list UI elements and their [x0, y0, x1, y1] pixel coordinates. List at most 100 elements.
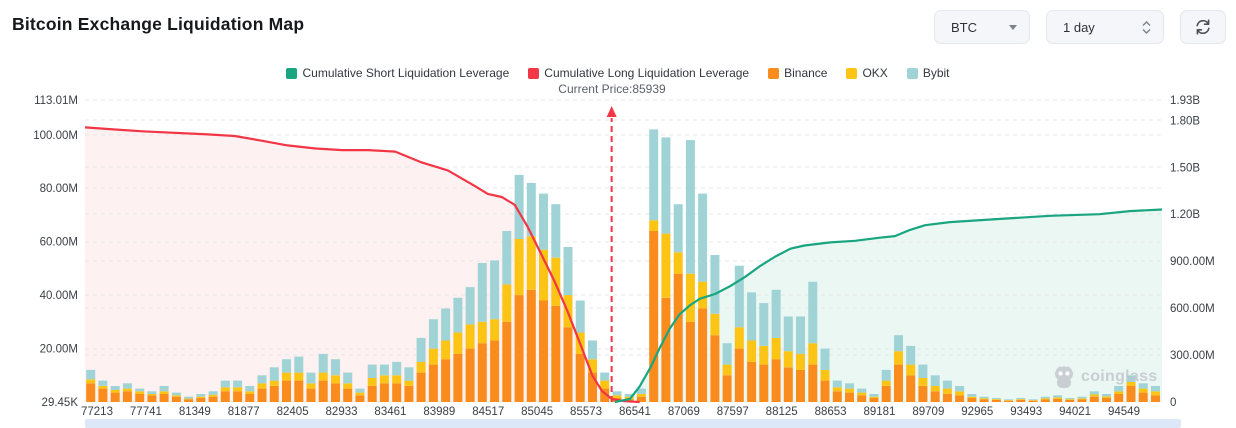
bar-segment-binance	[1102, 398, 1111, 402]
interval-select[interactable]: 1 day	[1046, 10, 1164, 44]
bar-segment-bybit	[233, 380, 243, 388]
legend-label: Cumulative Short Liquidation Leverage	[302, 66, 510, 80]
current-price-label: Current Price:85939	[558, 82, 666, 96]
bar-segment-binance	[942, 394, 952, 402]
bar-segment-binance	[649, 231, 659, 402]
bar-segment-bybit	[1126, 375, 1136, 382]
legend-item-cumulative-long-liquidation-leverage[interactable]: Cumulative Long Liquidation Leverage	[528, 66, 749, 80]
bar-segment-bybit	[514, 174, 524, 239]
bar-segment-okx	[1138, 388, 1148, 393]
bar-segment-okx	[416, 361, 426, 373]
bar-segment-okx	[269, 380, 279, 386]
symbol-select[interactable]: BTC	[934, 10, 1030, 44]
bar-segment-okx	[233, 387, 243, 392]
bar-segment-okx	[942, 388, 952, 394]
bar-segment-bybit	[722, 343, 732, 365]
left-axis-tick: 113.01M	[34, 95, 78, 107]
x-axis-tick: 92965	[961, 406, 993, 418]
bar-segment-binance	[416, 372, 426, 402]
bar-segment-binance	[355, 395, 365, 402]
bar-segment-bybit	[147, 391, 157, 394]
bar-segment-bybit	[808, 281, 818, 344]
bar-segment-bybit	[184, 396, 194, 399]
bar-segment-bybit	[539, 193, 548, 250]
bar-segment-okx	[661, 233, 671, 298]
x-axis-tick: 77213	[81, 406, 113, 418]
bar-segment-okx	[220, 387, 230, 392]
bar-segment-bybit	[171, 392, 181, 396]
legend-item-cumulative-short-liquidation-leverage[interactable]: Cumulative Short Liquidation Leverage	[286, 66, 509, 80]
bar-segment-okx	[171, 395, 181, 397]
bar-segment-okx	[685, 273, 695, 322]
x-axis-tick: 81349	[179, 406, 211, 418]
bar-segment-binance	[857, 395, 867, 402]
bar-segment-bybit	[1065, 398, 1075, 400]
bar-segment-bybit	[331, 359, 340, 376]
bar-segment-bybit	[1004, 399, 1014, 401]
x-axis-tick: 88125	[766, 406, 798, 418]
bar-segment-bybit	[122, 383, 132, 389]
bar-segment-binance	[1114, 394, 1124, 402]
legend-item-bybit[interactable]: Bybit	[906, 66, 950, 80]
arrow-up-icon	[606, 106, 617, 117]
bar-segment-okx	[514, 239, 524, 296]
cumulative-lines	[84, 126, 1163, 404]
bar-segment-binance	[453, 353, 463, 402]
bars-layer[interactable]	[86, 129, 1160, 402]
bar-segment-bybit	[588, 340, 597, 360]
bar-segment-okx	[135, 391, 145, 394]
bar-segment-binance	[428, 364, 438, 402]
x-axis-tick: 86541	[619, 406, 651, 418]
refresh-icon	[1196, 19, 1210, 35]
bar-segment-binance	[171, 396, 181, 402]
bar-segment-binance	[98, 388, 108, 402]
bar-segment-binance	[808, 364, 818, 402]
bar-segment-binance	[1089, 396, 1099, 402]
bar-segment-okx	[98, 386, 108, 389]
bar-segment-binance	[1040, 399, 1050, 402]
legend-item-binance[interactable]: Binance	[768, 66, 827, 80]
chart-zoom-slider[interactable]	[85, 419, 1181, 428]
spinner-icons	[1142, 20, 1151, 34]
bar-segment-okx	[294, 372, 304, 381]
x-axis-tick: 84517	[472, 406, 504, 418]
bar-segment-bybit	[453, 297, 463, 333]
bar-segment-okx	[355, 392, 365, 396]
bar-segment-bybit	[636, 388, 646, 394]
chevron-up-icon	[1142, 20, 1151, 26]
bar-segment-binance	[710, 335, 720, 402]
bar-segment-okx	[710, 313, 720, 336]
gridlines	[85, 99, 1162, 356]
refresh-button[interactable]	[1180, 10, 1226, 44]
legend-swatch-icon	[528, 67, 540, 79]
bar-segment-binance	[539, 300, 548, 402]
bar-segment-binance	[1016, 399, 1026, 402]
bar-segment-bybit	[159, 386, 169, 392]
bar-segment-binance	[845, 392, 854, 402]
owl-logo-icon	[1055, 366, 1073, 388]
legend-item-okx[interactable]: OKX	[846, 66, 888, 80]
bar-segment-okx	[783, 351, 793, 368]
x-axis-tick: 93493	[1010, 406, 1042, 418]
bar-segment-okx	[845, 388, 854, 393]
left-axis-tick: 80.00M	[40, 183, 78, 195]
short-liquidation-line	[614, 208, 1163, 404]
bar-segment-bybit	[967, 394, 977, 397]
coinglass-watermark: coinglass	[1052, 364, 1158, 390]
bar-segment-binance	[1065, 399, 1075, 402]
bar-segment-binance	[673, 273, 683, 402]
bar-segment-okx	[906, 364, 916, 376]
bar-segment-okx	[477, 321, 487, 344]
bar-segment-bybit	[257, 375, 267, 384]
axis-labels: 113.01M 100.00M 80.00M 60.00M 40.00M 20.00M 29…	[33, 95, 1215, 418]
x-axis-tick: 83989	[423, 406, 455, 418]
bar-segment-okx	[147, 394, 157, 396]
bar-segment-okx	[649, 220, 659, 231]
bar-segment-bybit	[343, 372, 353, 384]
bar-segment-bybit	[979, 396, 989, 399]
bar-segment-binance	[894, 364, 903, 402]
bar-segment-bybit	[196, 394, 206, 397]
bar-segment-okx	[832, 387, 842, 392]
